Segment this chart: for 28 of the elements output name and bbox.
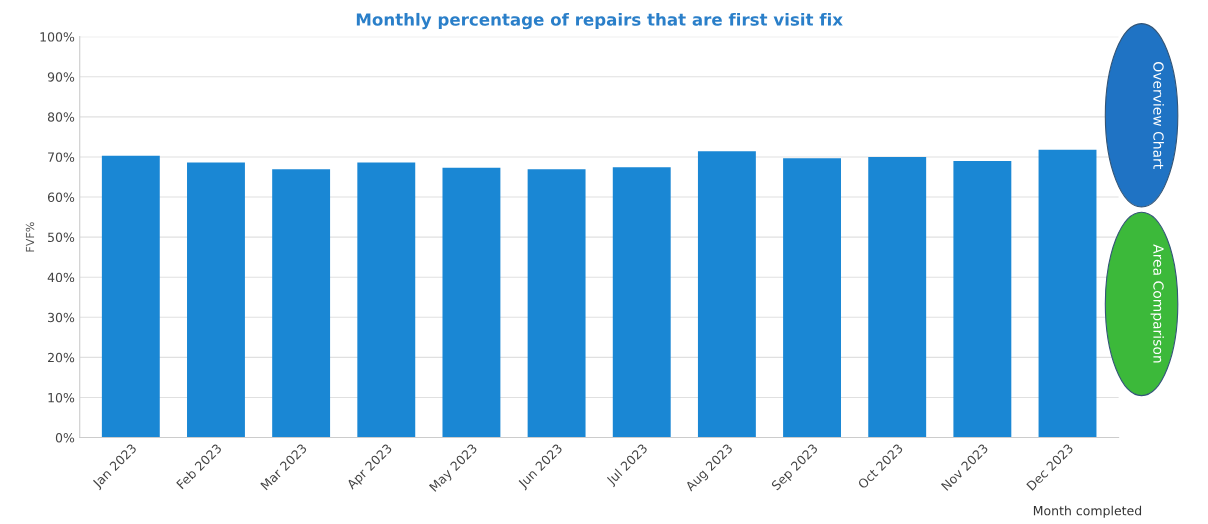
y-tick-label: 30% (48, 312, 75, 323)
y-tick-label: 80% (47, 112, 75, 122)
bar (272, 169, 331, 438)
y-tick-label: 70% (48, 152, 75, 162)
y-tick-label: 60% (47, 192, 75, 202)
text: Overview Chart (1153, 62, 1164, 169)
bar (187, 162, 245, 438)
bar (101, 155, 160, 438)
y-tick-label: 100% (40, 32, 75, 42)
y-tick-label: 20% (48, 352, 75, 363)
bar (953, 160, 1012, 438)
bar (357, 162, 416, 438)
x-axis-title: Month completed (1033, 505, 1142, 518)
y-tick-label: 40% (47, 272, 75, 283)
y-tick-label: 10% (48, 392, 75, 403)
chart-title: Monthly percentage of repairs that are first visit fix (356, 12, 843, 30)
bar (868, 156, 927, 438)
bar (1038, 149, 1097, 438)
bar (442, 167, 501, 438)
bar (612, 167, 671, 438)
bar (527, 169, 586, 438)
bar (783, 158, 842, 438)
text: Area Comparison (1150, 244, 1164, 363)
bar (697, 151, 756, 438)
y-tick-label: 90% (47, 72, 75, 82)
y-tick-label: 50% (48, 232, 75, 243)
y-tick-label: 0% (55, 433, 75, 443)
y-axis-title: FVF% (25, 222, 35, 252)
